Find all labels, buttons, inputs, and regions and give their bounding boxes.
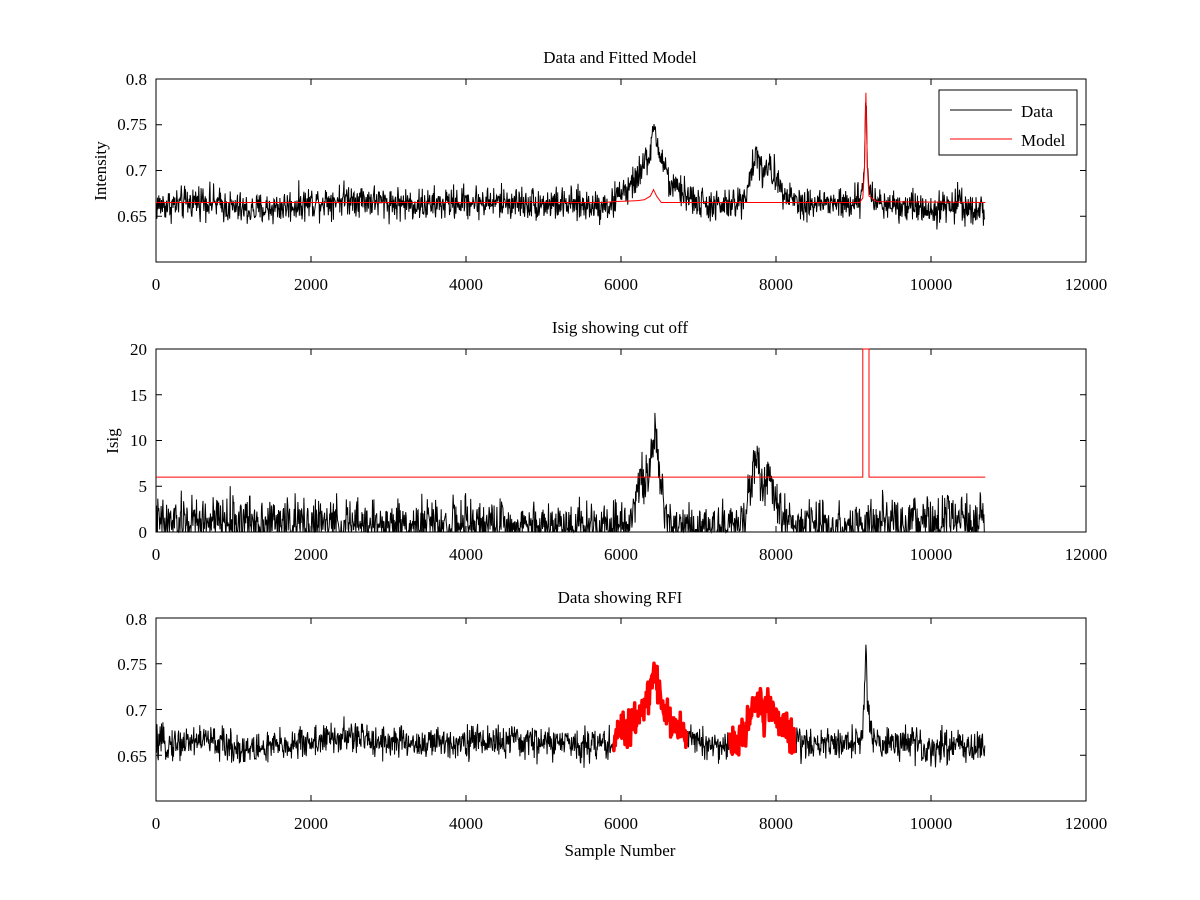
series-line-isig — [155, 412, 985, 534]
panel-middle-xtick-label: 10000 — [910, 545, 953, 564]
panel-top-xtick-label: 4000 — [449, 275, 483, 294]
series-line-threshold — [156, 348, 986, 478]
series-line-data — [155, 102, 986, 230]
panel-middle-xtick-label: 8000 — [759, 545, 793, 564]
panel-middle-ytick-label: 15 — [130, 386, 147, 405]
panel-middle-xtick-label: 0 — [152, 545, 161, 564]
panel-top-xticks: 0 2000 4000 6000 8000 10000 12000 — [152, 275, 1108, 294]
panel-middle-title: Isig showing cut off — [552, 318, 688, 337]
panel-top-xtick-label: 2000 — [294, 275, 328, 294]
panel-top-ylabel: Intensity — [91, 141, 110, 201]
panel-middle-ytick-label: 10 — [130, 431, 147, 450]
panel-middle-ytick-label: 0 — [139, 523, 148, 542]
panel-bottom-xtick-label: 6000 — [604, 814, 638, 833]
panel-middle-xtick-label: 6000 — [604, 545, 638, 564]
panel-top-xtick-label: 8000 — [759, 275, 793, 294]
panel-bottom-xtick-label: 8000 — [759, 814, 793, 833]
panel-bottom-ytick-label: 0.75 — [117, 655, 147, 674]
panel-top-plot-area — [155, 78, 1087, 262]
series-line-model — [156, 92, 986, 203]
panel-bottom-xtick-label: 2000 — [294, 814, 328, 833]
panel-top-ytick-label: 0.65 — [117, 207, 147, 226]
panel-top-xtick-label: 12000 — [1065, 275, 1108, 294]
panel-top-yticks: 0.65 0.7 0.75 0.8 — [117, 70, 147, 226]
panel-top-xtick-label: 6000 — [604, 275, 638, 294]
panel-middle-ytick-label: 5 — [139, 477, 148, 496]
panel-bottom: Data showing RFI 0 2000 4000 6000 8000 1… — [117, 588, 1107, 860]
panel-top-ytick-label: 0.8 — [126, 70, 147, 89]
panel-bottom-xtick-label: 0 — [152, 814, 161, 833]
panel-bottom-xlabel: Sample Number — [565, 841, 676, 860]
panel-bottom-title: Data showing RFI — [558, 588, 683, 607]
panel-top: Data and Fitted Model 0 2000 4000 6000 8… — [91, 48, 1107, 294]
panel-top-legend: Data Model — [938, 89, 1078, 156]
panel-middle-xtick-label: 2000 — [294, 545, 328, 564]
rfi-highlight-segment — [727, 686, 797, 757]
panel-middle-ylabel: Isig — [103, 428, 122, 454]
panel-middle-xtick-label: 12000 — [1065, 545, 1108, 564]
panel-middle-yticks: 0 5 10 15 20 — [130, 340, 147, 542]
panel-bottom-xtick-label: 4000 — [449, 814, 483, 833]
panel-bottom-yticks: 0.65 0.7 0.75 0.8 — [117, 610, 147, 766]
legend-label-data: Data — [1021, 102, 1054, 121]
panel-bottom-plot-area — [155, 617, 1087, 801]
panel-top-tick-marks — [155, 78, 1087, 262]
panel-bottom-tick-marks — [155, 617, 1087, 801]
panel-bottom-xtick-label: 12000 — [1065, 814, 1108, 833]
legend-box — [938, 89, 1078, 156]
panel-middle-xticks: 0 2000 4000 6000 8000 10000 12000 — [152, 545, 1108, 564]
legend-label-model: Model — [1021, 131, 1066, 150]
panel-bottom-ytick-label: 0.65 — [117, 747, 147, 766]
panel-middle: Isig showing cut off 0 2000 4000 6000 80… — [103, 318, 1107, 564]
panel-middle-ytick-label: 20 — [130, 340, 147, 359]
panel-middle-axes — [155, 348, 1087, 533]
panel-top-xtick-label: 10000 — [910, 275, 953, 294]
panel-top-xtick-label: 0 — [152, 275, 161, 294]
panel-top-ytick-label: 0.7 — [126, 161, 148, 180]
series-line-isig — [155, 644, 986, 768]
panel-bottom-ytick-label: 0.8 — [126, 610, 147, 629]
panel-bottom-axes — [155, 617, 1087, 802]
panel-top-title: Data and Fitted Model — [543, 48, 697, 67]
rfi-highlight-segment — [611, 661, 689, 753]
panel-bottom-xtick-label: 10000 — [910, 814, 953, 833]
panel-bottom-ytick-label: 0.7 — [126, 701, 148, 720]
panel-middle-plot-area — [155, 348, 1087, 534]
panel-bottom-xticks: 0 2000 4000 6000 8000 10000 12000 — [152, 814, 1108, 833]
panel-middle-xtick-label: 4000 — [449, 545, 483, 564]
panel-top-axes — [155, 78, 1087, 263]
panel-top-ytick-label: 0.75 — [117, 115, 147, 134]
